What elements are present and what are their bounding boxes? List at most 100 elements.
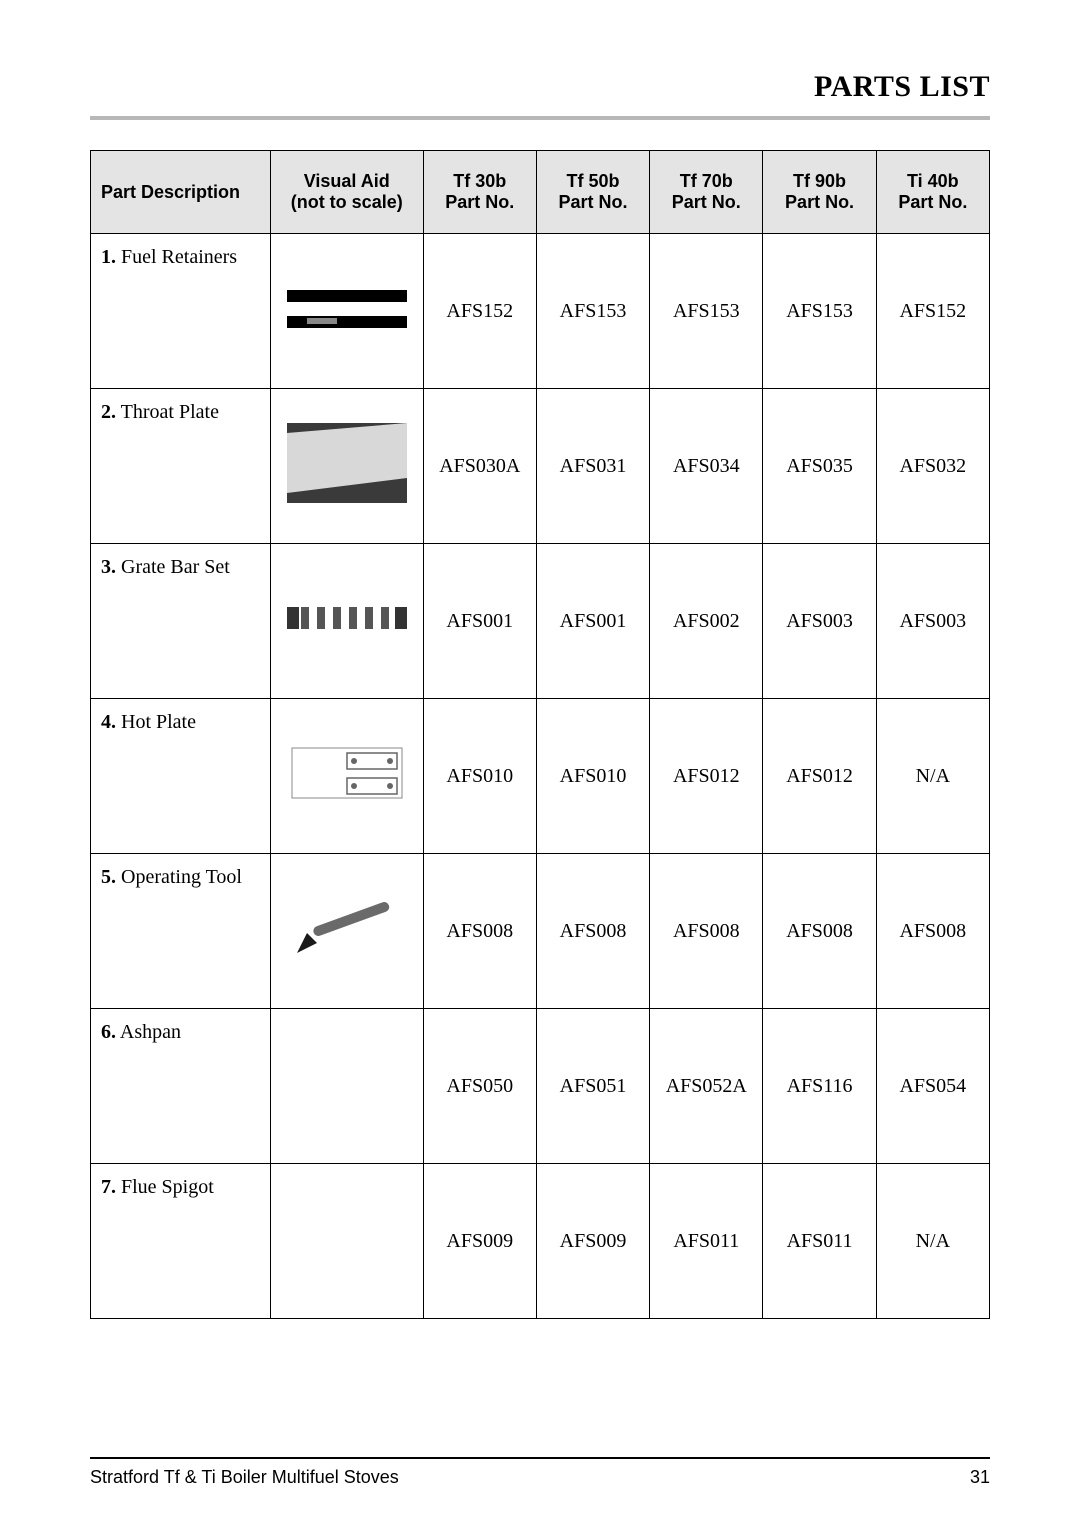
header-c1-line2: Part No. xyxy=(430,192,530,213)
table-row: 4. Hot PlateAFS010AFS010AFS012AFS012N/A xyxy=(91,699,990,854)
part-description-cell: 2. Throat Plate xyxy=(91,389,271,544)
part-number-label: 4. xyxy=(101,711,116,733)
parts-table: Part Description Visual Aid (not to scal… xyxy=(90,150,990,1319)
header-visual-aid: Visual Aid (not to scale) xyxy=(270,151,423,234)
table-row: 1. Fuel RetainersAFS152AFS153AFS153AFS15… xyxy=(91,234,990,389)
visual-placeholder xyxy=(275,1041,419,1131)
visual-aid-cell xyxy=(270,699,423,854)
part-no-cell: AFS011 xyxy=(650,1164,763,1319)
part-description-cell: 3. Grate Bar Set xyxy=(91,544,271,699)
header-c5-line2: Part No. xyxy=(883,192,983,213)
table-row: 3. Grate Bar SetAFS001AFS001AFS002AFS003… xyxy=(91,544,990,699)
part-no-cell: AFS001 xyxy=(423,544,536,699)
part-no-cell: AFS011 xyxy=(763,1164,876,1319)
visual-aid-cell xyxy=(270,389,423,544)
part-name-label: Grate Bar Set xyxy=(121,556,230,578)
part-number-label: 7. xyxy=(101,1176,116,1198)
header-visual-line1: Visual Aid xyxy=(277,171,417,192)
part-no-cell: AFS009 xyxy=(536,1164,649,1319)
part-description-cell: 5. Operating Tool xyxy=(91,854,271,1009)
part-no-cell: AFS008 xyxy=(763,854,876,1009)
throat-plate-icon xyxy=(287,423,407,503)
part-name-label: Throat Plate xyxy=(121,401,219,423)
table-header-row: Part Description Visual Aid (not to scal… xyxy=(91,151,990,234)
page-title: PARTS LIST xyxy=(90,70,990,104)
part-no-cell: AFS153 xyxy=(536,234,649,389)
header-c1-line1: Tf 30b xyxy=(430,171,530,192)
part-no-cell: AFS009 xyxy=(423,1164,536,1319)
header-ti40b: Ti 40b Part No. xyxy=(876,151,989,234)
part-no-cell: AFS008 xyxy=(650,854,763,1009)
part-no-cell: AFS152 xyxy=(423,234,536,389)
part-no-cell: AFS003 xyxy=(876,544,989,699)
part-no-cell: AFS116 xyxy=(763,1009,876,1164)
header-tf30b: Tf 30b Part No. xyxy=(423,151,536,234)
table-row: 2. Throat Plate AFS030AAFS031AFS034AFS035… xyxy=(91,389,990,544)
header-visual-line2: (not to scale) xyxy=(277,192,417,213)
part-no-cell: AFS008 xyxy=(876,854,989,1009)
table-row: 5. Operating ToolAFS008AFS008AFS008AFS00… xyxy=(91,854,990,1009)
part-no-cell: AFS008 xyxy=(423,854,536,1009)
visual-aid-cell xyxy=(270,234,423,389)
part-no-cell: AFS051 xyxy=(536,1009,649,1164)
visual-aid-cell xyxy=(270,854,423,1009)
part-no-cell: AFS152 xyxy=(876,234,989,389)
part-name-label: Ashpan xyxy=(120,1021,181,1043)
part-number-label: 6. xyxy=(101,1021,116,1043)
part-no-cell: AFS030A xyxy=(423,389,536,544)
header-c3-line1: Tf 70b xyxy=(656,171,756,192)
part-number-label: 2. xyxy=(101,401,116,423)
part-description-cell: 1. Fuel Retainers xyxy=(91,234,271,389)
part-no-cell: AFS003 xyxy=(763,544,876,699)
visual-aid-cell xyxy=(270,1164,423,1319)
table-row: 7. Flue SpigotAFS009AFS009AFS011AFS011N/… xyxy=(91,1164,990,1319)
title-rule xyxy=(90,116,990,120)
header-c2-line2: Part No. xyxy=(543,192,643,213)
footer-page-number: 31 xyxy=(970,1467,990,1488)
header-c5-line1: Ti 40b xyxy=(883,171,983,192)
part-no-cell: AFS153 xyxy=(650,234,763,389)
part-no-cell: AFS001 xyxy=(536,544,649,699)
part-number-label: 5. xyxy=(101,866,116,888)
part-description-cell: 6. Ashpan xyxy=(91,1009,271,1164)
visual-aid-cell xyxy=(270,1009,423,1164)
part-no-cell: AFS054 xyxy=(876,1009,989,1164)
part-no-cell: AFS034 xyxy=(650,389,763,544)
hot-plate-icon xyxy=(282,738,412,808)
header-c3-line2: Part No. xyxy=(656,192,756,213)
header-tf90b: Tf 90b Part No. xyxy=(763,151,876,234)
part-no-cell: AFS010 xyxy=(536,699,649,854)
part-description-cell: 4. Hot Plate xyxy=(91,699,271,854)
table-row: 6. AshpanAFS050AFS051AFS052AAFS116AFS054 xyxy=(91,1009,990,1164)
part-name-label: Hot Plate xyxy=(121,711,196,733)
header-c4-line1: Tf 90b xyxy=(769,171,869,192)
part-no-cell: AFS002 xyxy=(650,544,763,699)
part-description-cell: 7. Flue Spigot xyxy=(91,1164,271,1319)
part-no-cell: N/A xyxy=(876,1164,989,1319)
header-tf70b: Tf 70b Part No. xyxy=(650,151,763,234)
visual-placeholder xyxy=(275,1196,419,1286)
part-no-cell: AFS153 xyxy=(763,234,876,389)
part-name-label: Operating Tool xyxy=(121,866,242,888)
footer-rule xyxy=(90,1457,990,1459)
header-description: Part Description xyxy=(91,151,271,234)
operating-tool-icon xyxy=(292,898,402,958)
part-no-cell: AFS012 xyxy=(763,699,876,854)
part-name-label: Flue Spigot xyxy=(121,1176,214,1198)
fuel-retainer-icon xyxy=(287,288,407,328)
header-tf50b: Tf 50b Part No. xyxy=(536,151,649,234)
part-no-cell: AFS008 xyxy=(536,854,649,1009)
part-no-cell: AFS012 xyxy=(650,699,763,854)
part-no-cell: AFS035 xyxy=(763,389,876,544)
part-name-label: Fuel Retainers xyxy=(121,246,237,268)
visual-aid-cell xyxy=(270,544,423,699)
footer-left: Stratford Tf & Ti Boiler Multifuel Stove… xyxy=(90,1467,399,1488)
part-no-cell: AFS032 xyxy=(876,389,989,544)
part-number-label: 3. xyxy=(101,556,116,578)
part-no-cell: AFS031 xyxy=(536,389,649,544)
part-no-cell: AFS052A xyxy=(650,1009,763,1164)
header-c4-line2: Part No. xyxy=(769,192,869,213)
part-number-label: 1. xyxy=(101,246,116,268)
part-no-cell: N/A xyxy=(876,699,989,854)
header-c2-line1: Tf 50b xyxy=(543,171,643,192)
